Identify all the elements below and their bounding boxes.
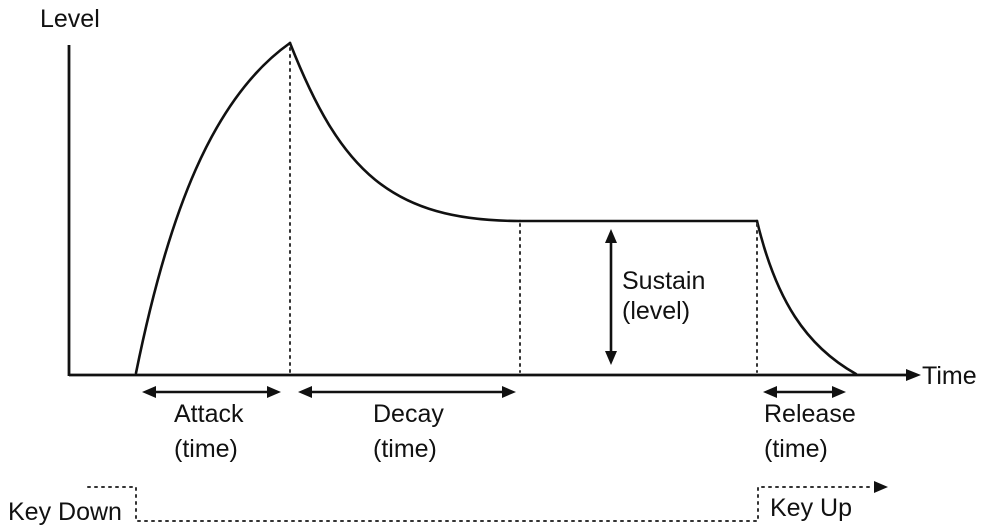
x-axis-label: Time [922,362,977,390]
y-axis-label: Level [40,5,100,33]
attack-sub-label: (time) [174,435,238,463]
key-down-label: Key Down [8,498,122,526]
decay-label: Decay [373,400,444,428]
key-up-label: Key Up [770,494,852,522]
attack-duration-arrow [142,386,281,398]
x-axis-arrowhead [906,369,921,381]
decay-sub-label: (time) [373,435,437,463]
release-sub-label: (time) [764,435,828,463]
sustain-level-arrow [605,229,617,365]
sustain-label: Sustain [622,267,705,295]
attack-curve [134,41,292,375]
decay-curve [288,41,522,223]
gate-signal [87,486,873,522]
release-duration-arrow [763,386,846,398]
decay-duration-arrow [298,386,516,398]
release-label: Release [764,400,856,428]
gate-signal-arrowhead [874,481,888,493]
attack-label: Attack [174,400,244,428]
release-curve [755,219,858,376]
sustain-sub-label: (level) [622,297,690,325]
